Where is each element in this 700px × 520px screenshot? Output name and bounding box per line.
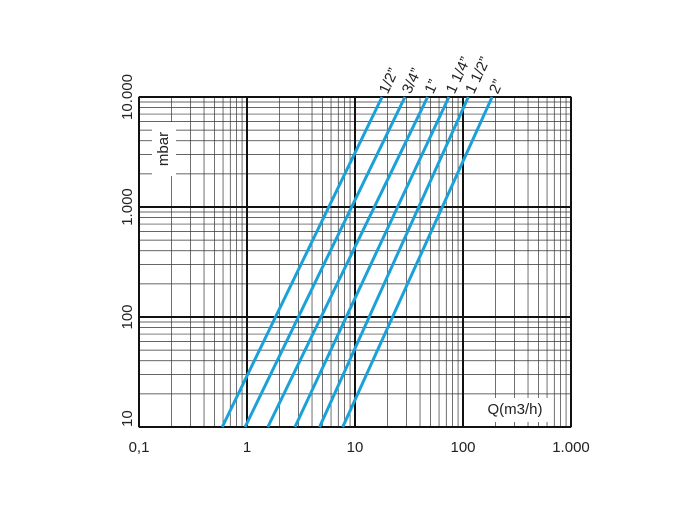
series-line — [220, 96, 384, 428]
plot-frame — [138, 96, 572, 428]
y-tick-label: 10.000 — [119, 74, 136, 120]
x-tick-label: 0,1 — [129, 439, 150, 456]
y-axis-label: mbar — [155, 132, 172, 166]
series-label: 1/2” — [376, 66, 402, 97]
x-tick-label: 100 — [450, 439, 475, 456]
label-bg — [481, 398, 549, 422]
series-line — [341, 96, 494, 428]
series-label: 2” — [486, 77, 507, 96]
y-tick-label: 100 — [119, 304, 136, 329]
x-tick-label: 1 — [243, 439, 251, 456]
series-label: 3/4” — [399, 66, 425, 97]
y-tick-label: 10 — [119, 410, 136, 427]
series-line — [266, 96, 429, 428]
label-bg — [152, 122, 176, 176]
series-line — [243, 96, 407, 428]
y-tick-label: 1.000 — [119, 188, 136, 226]
x-tick-label: 1.000 — [552, 439, 590, 456]
x-tick-label: 10 — [347, 439, 364, 456]
series-line — [293, 96, 451, 428]
series-label: 1” — [421, 77, 442, 96]
x-axis-label: Q(m3/h) — [487, 401, 542, 418]
series-line — [318, 96, 470, 428]
